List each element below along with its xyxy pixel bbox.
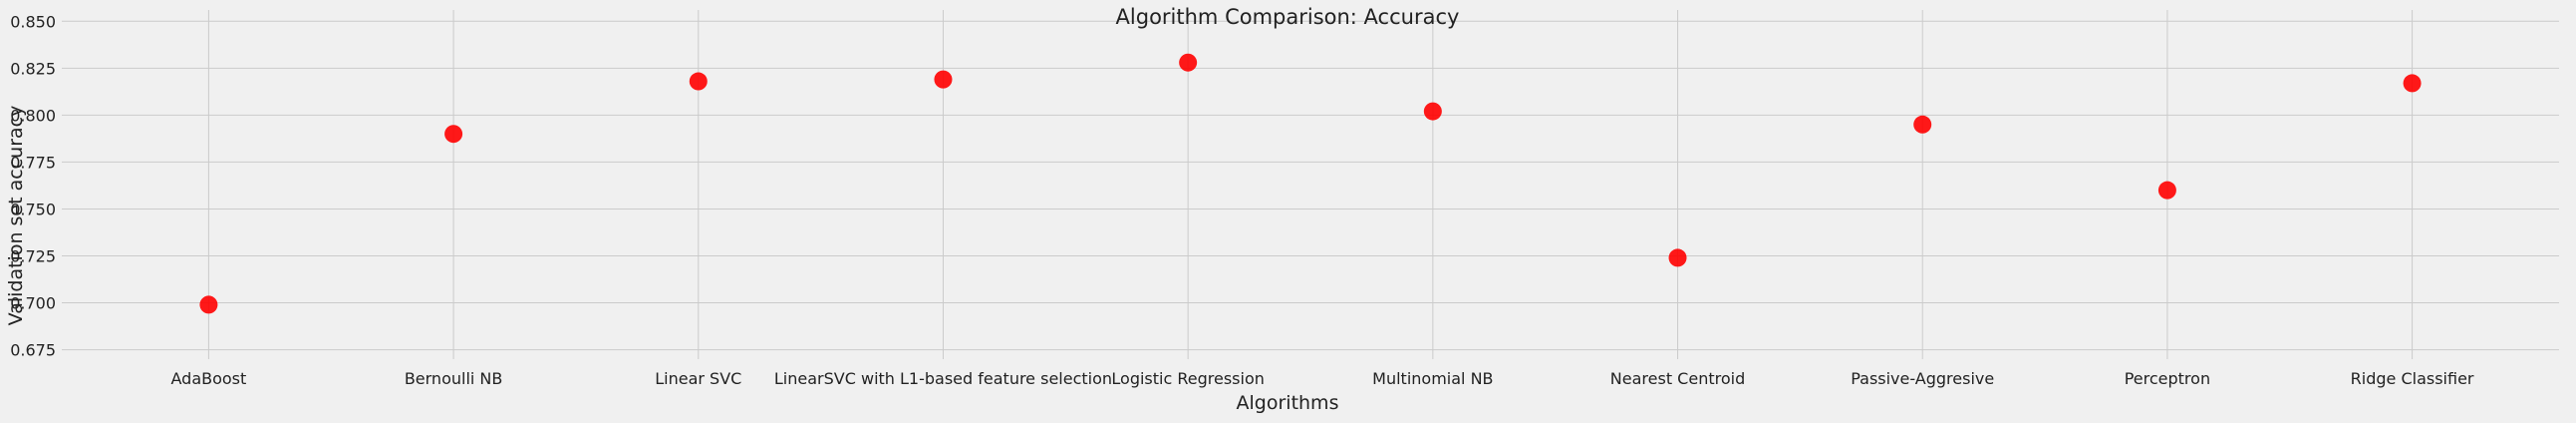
data-point — [1668, 248, 1687, 267]
y-axis-label: Validation set accuracy — [5, 106, 27, 326]
x-tick-label: Passive-Aggresive — [1851, 369, 1994, 388]
data-points — [199, 53, 2422, 314]
data-point — [934, 70, 953, 89]
y-tick-label: 0.850 — [10, 12, 56, 31]
chart-title: Algorithm Comparison: Accuracy — [1116, 5, 1460, 29]
y-tick-label: 0.800 — [10, 106, 56, 125]
y-tick-label: 0.825 — [10, 59, 56, 78]
data-point — [1423, 102, 1442, 121]
data-point — [2157, 181, 2176, 200]
x-tick-labels: AdaBoost Bernoulli NB Linear SVC LinearSVC … — [171, 369, 2474, 388]
y-tick-labels: 0.675 0.700 0.725 0.750 0.775 0.800 0.825 0.850 — [10, 12, 56, 359]
x-tick-label: Bernoulli NB — [405, 369, 503, 388]
y-tick-label: 0.700 — [10, 294, 56, 313]
x-tick-label: LinearSVC with L1-based feature selectio… — [774, 369, 1112, 388]
y-tick-label: 0.675 — [10, 341, 56, 360]
x-tick-label: AdaBoost — [171, 369, 247, 388]
y-tick-label: 0.775 — [10, 153, 56, 172]
x-tick-label: Perceptron — [2125, 369, 2210, 388]
x-tick-label: Logistic Regression — [1111, 369, 1264, 388]
x-axis-label: Algorithms — [1237, 392, 1339, 414]
data-point — [1913, 115, 1932, 134]
data-point — [1179, 53, 1198, 72]
y-tick-label: 0.750 — [10, 200, 56, 218]
x-tick-label: Nearest Centroid — [1610, 369, 1745, 388]
x-tick-label: Linear SVC — [655, 369, 741, 388]
x-tick-label: Multinomial NB — [1372, 369, 1493, 388]
x-tick-label: Ridge Classifier — [2351, 369, 2474, 388]
data-point — [2403, 74, 2422, 93]
data-point — [689, 72, 708, 91]
data-point — [199, 295, 218, 314]
data-point — [444, 125, 463, 144]
y-tick-label: 0.725 — [10, 247, 56, 266]
grid-lines — [62, 10, 2559, 359]
